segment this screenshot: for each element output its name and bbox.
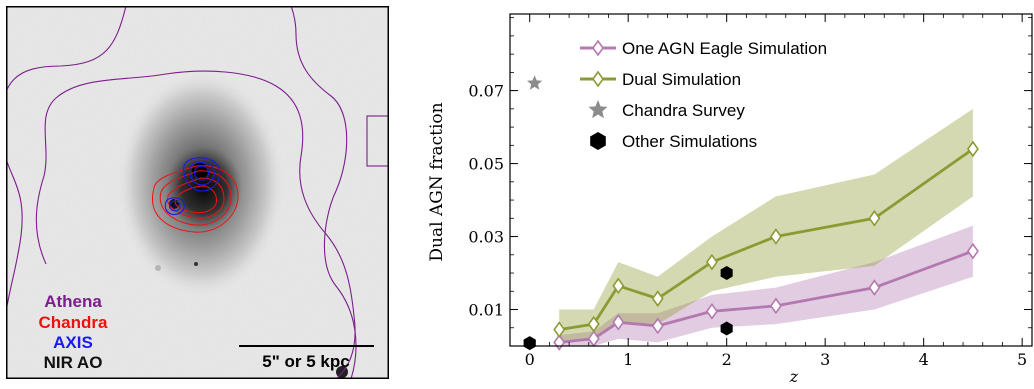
- y-tick-label-0: 0.01: [468, 301, 504, 320]
- point-1-3: [651, 290, 664, 307]
- x-tick-label-1: 1: [623, 350, 633, 369]
- point-0-4: [705, 302, 718, 320]
- band-0: [559, 225, 973, 346]
- legend-label-0: One AGN Eagle Simulation: [622, 39, 827, 58]
- x-tick-label-3: 3: [820, 350, 830, 369]
- legend-label-3: Other Simulations: [622, 132, 757, 151]
- athena-contour-inner: [35, 70, 356, 380]
- point-0-6: [868, 279, 881, 297]
- point-1-0: [553, 321, 566, 338]
- series-lines: [558, 147, 974, 344]
- line-0: [559, 249, 974, 344]
- dual-agn-chart: 0 1 2 3 4 5 0.01 0.03 0.05 0.07 One AGN Eagle Sim…: [427, 13, 1033, 386]
- point-0-7: [966, 242, 979, 260]
- image-panel: Athena Chandra AXIS NIR AO 5" or 5 kpc: [0, 5, 391, 380]
- x-tick-label-4: 4: [919, 350, 929, 369]
- band-1: [559, 108, 973, 343]
- chart-panel: 0 1 2 3 4 5 0.01 0.03 0.05 0.07 One AGN Eagle Sim…: [420, 6, 1034, 386]
- label-chandra: Chandra: [39, 313, 109, 332]
- legend-label-1: Dual Simulation: [622, 70, 741, 89]
- point-3-2: [720, 321, 733, 336]
- x-tick-label-0: 0: [525, 350, 535, 369]
- galaxy-bulge: [166, 146, 242, 230]
- legend-marker-2: [588, 100, 608, 119]
- chart-axes: 0 1 2 3 4 5 0.01 0.03 0.05 0.07: [468, 13, 1033, 369]
- label-nir-ao: NIR AO: [44, 353, 103, 372]
- legend-marker-0: [592, 39, 604, 57]
- scale-bar-label: 5" or 5 kpc: [262, 352, 349, 371]
- chandra-contours: [152, 165, 239, 233]
- x-axis-label: z: [789, 367, 799, 385]
- legend-marker-1: [592, 70, 604, 88]
- chart-legend: One AGN Eagle Simulation Dual Simulation C…: [580, 39, 827, 151]
- plot-frame: [509, 13, 1033, 347]
- point-3-1: [720, 266, 733, 280]
- y-tick-label-3: 0.07: [468, 82, 504, 101]
- point-1-4: [705, 253, 718, 271]
- axis-contours: [164, 157, 221, 216]
- point-0-3: [651, 317, 664, 335]
- y-tick-label-2: 0.05: [468, 155, 504, 174]
- legend-label-2: Chandra Survey: [622, 101, 745, 120]
- y-axis-label: Dual AGN fraction: [427, 102, 447, 261]
- y-tick-label-1: 0.03: [468, 228, 504, 247]
- line-1: [558, 147, 974, 331]
- point-1-6: [868, 209, 881, 227]
- label-axis: AXIS: [53, 333, 93, 352]
- legend-marker-3: [590, 132, 606, 150]
- point-2-0: [527, 75, 543, 90]
- x-tick-label-5: 5: [1017, 350, 1027, 369]
- image-frame: [6, 6, 389, 379]
- x-tick-label-2: 2: [722, 350, 732, 369]
- point-1-2: [612, 277, 625, 295]
- point-1-5: [769, 228, 782, 245]
- galaxy-image: Athena Chandra AXIS NIR AO 5" or 5 kpc: [0, 5, 391, 380]
- confidence-bands: [559, 108, 973, 346]
- label-athena: Athena: [44, 292, 102, 311]
- point-1-7: [966, 140, 979, 158]
- point-0-2: [612, 313, 625, 331]
- point-0-5: [769, 297, 782, 315]
- point-1-1: [587, 315, 600, 333]
